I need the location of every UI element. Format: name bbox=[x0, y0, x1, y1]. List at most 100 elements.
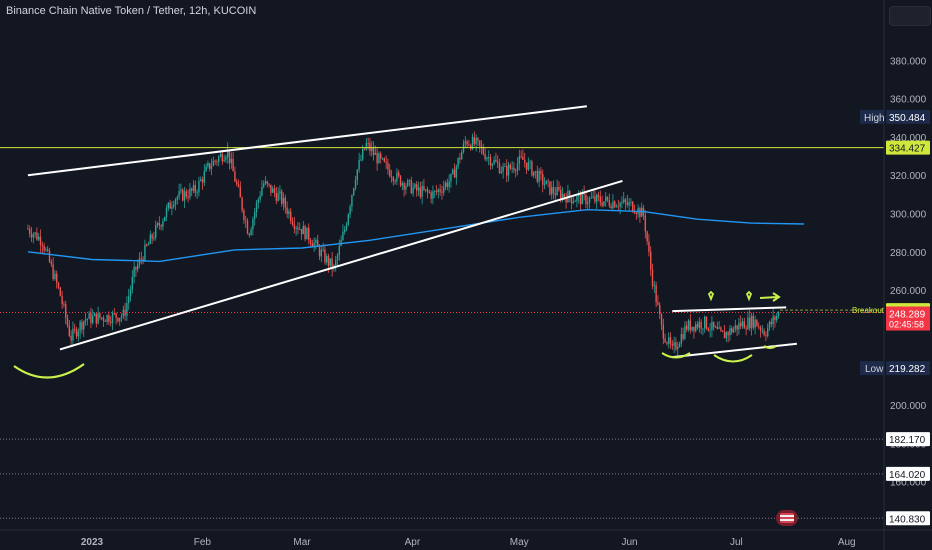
us-flag-icon[interactable] bbox=[776, 510, 798, 526]
candle-body bbox=[216, 161, 218, 163]
candle-body bbox=[758, 326, 760, 328]
candle-body bbox=[92, 315, 94, 323]
candle-body bbox=[380, 153, 382, 159]
settings-button[interactable] bbox=[889, 6, 931, 26]
candle-body bbox=[318, 246, 321, 257]
candle-body bbox=[734, 325, 737, 329]
candle-body bbox=[61, 296, 63, 305]
candle-body bbox=[623, 199, 625, 203]
time-axis[interactable]: 2023 Feb Mar Apr May Jun Jul Aug bbox=[0, 529, 932, 548]
candle-body bbox=[466, 141, 468, 145]
candle-body bbox=[513, 167, 515, 171]
candle-body bbox=[223, 159, 225, 162]
candle-body bbox=[354, 180, 357, 189]
candle-body bbox=[120, 316, 123, 319]
candle-body bbox=[504, 166, 506, 168]
candle-body bbox=[207, 163, 209, 167]
price-tick-label: 260.000 bbox=[890, 286, 927, 297]
candle-body bbox=[83, 321, 85, 330]
candle-body bbox=[702, 328, 704, 330]
drawings-layer bbox=[0, 105, 884, 519]
candle-body bbox=[725, 332, 728, 339]
candle-body bbox=[84, 319, 87, 322]
level-164-badge bbox=[886, 466, 930, 481]
candle-body bbox=[43, 245, 45, 251]
candle-body bbox=[286, 207, 288, 214]
candle-body bbox=[288, 211, 290, 214]
annotation-arrow bbox=[759, 292, 781, 302]
candle-body bbox=[149, 234, 152, 244]
candle-body bbox=[536, 170, 539, 182]
price-axis[interactable]: 400.000380.000360.000340.000320.000300.0… bbox=[883, 0, 927, 550]
candle-body bbox=[529, 161, 531, 163]
candle-body bbox=[480, 145, 483, 148]
time-tick-label: Feb bbox=[194, 537, 212, 548]
candle-body bbox=[763, 330, 765, 336]
candle-body bbox=[614, 201, 616, 208]
annotation-arc bbox=[763, 345, 777, 349]
candle-body bbox=[182, 189, 184, 201]
candle-body bbox=[743, 321, 746, 329]
annotation-arc bbox=[713, 354, 753, 363]
candle-body bbox=[272, 188, 274, 193]
candle-body bbox=[48, 250, 51, 262]
candle-body bbox=[192, 184, 195, 191]
candle-body bbox=[119, 318, 121, 322]
candle-body bbox=[99, 313, 101, 318]
candle-body bbox=[311, 243, 314, 247]
candle-body bbox=[578, 194, 580, 197]
candle-body bbox=[140, 258, 143, 260]
candle-body bbox=[241, 197, 243, 211]
candle-body bbox=[257, 199, 260, 203]
candle-body bbox=[178, 191, 180, 198]
candle-body bbox=[171, 206, 173, 209]
candle-body bbox=[239, 186, 242, 198]
candle-body bbox=[230, 158, 233, 164]
candle-body bbox=[342, 231, 344, 241]
candle-body bbox=[507, 164, 510, 176]
candle-body bbox=[137, 264, 139, 270]
candle-body bbox=[50, 261, 53, 265]
candle-body bbox=[65, 304, 67, 318]
candle-body bbox=[475, 137, 477, 145]
candle-body bbox=[452, 169, 454, 174]
candle-body bbox=[164, 216, 166, 222]
candle-body bbox=[111, 313, 114, 324]
candle-body bbox=[210, 165, 213, 169]
time-tick-label: May bbox=[510, 537, 529, 548]
candle-body bbox=[88, 313, 90, 320]
candle-body bbox=[617, 206, 620, 208]
candle-body bbox=[417, 187, 420, 191]
candle-body bbox=[497, 161, 499, 164]
candle-body bbox=[252, 218, 254, 230]
candle-body bbox=[300, 228, 303, 235]
candle-body bbox=[131, 276, 134, 290]
trendline bbox=[672, 342, 797, 359]
candle-body bbox=[387, 162, 389, 170]
candle-body bbox=[225, 156, 227, 160]
candle-body bbox=[650, 251, 652, 270]
candle-body bbox=[390, 176, 393, 178]
candle-body bbox=[677, 347, 679, 350]
candle-body bbox=[756, 319, 758, 327]
candle-body bbox=[394, 181, 396, 182]
candle-body bbox=[745, 328, 747, 330]
candle-body bbox=[419, 187, 422, 197]
candle-body bbox=[579, 194, 582, 205]
candle-body bbox=[671, 344, 674, 346]
candle-body bbox=[236, 181, 238, 185]
candle-body bbox=[34, 232, 36, 235]
candle-body bbox=[473, 136, 476, 145]
candle-body bbox=[765, 335, 767, 336]
candle-body bbox=[603, 201, 605, 206]
candle-body bbox=[392, 177, 395, 182]
candle-body bbox=[687, 320, 690, 330]
annotation-arc bbox=[13, 363, 85, 379]
candle-body bbox=[693, 326, 695, 332]
candle-body bbox=[585, 194, 587, 205]
candle-body bbox=[227, 149, 229, 157]
candle-body bbox=[281, 191, 283, 204]
candle-body bbox=[727, 332, 729, 336]
candle-body bbox=[720, 327, 722, 331]
